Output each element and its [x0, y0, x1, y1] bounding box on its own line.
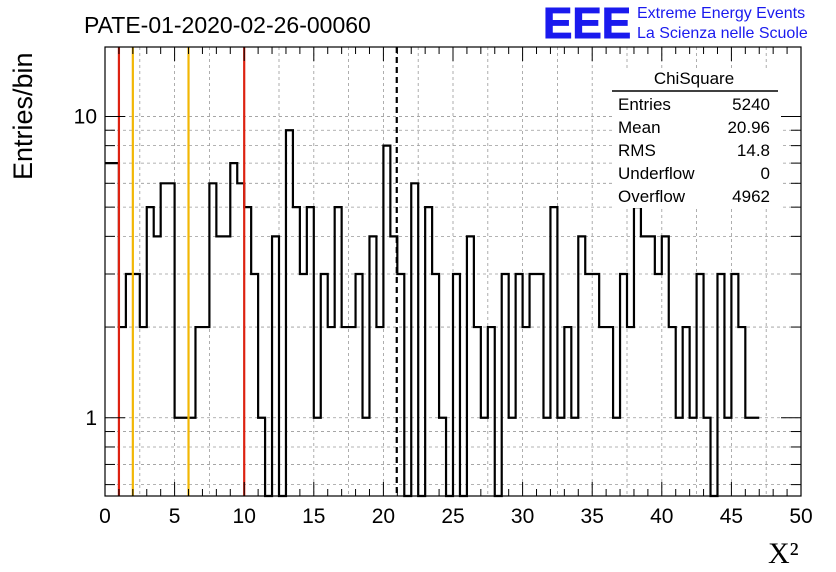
logo-mark: EEE — [543, 0, 631, 48]
stats-label: Mean — [618, 118, 661, 137]
y-tick-label: 1 — [85, 407, 97, 430]
histogram-series — [105, 129, 760, 498]
y-tick-label: 10 — [74, 105, 97, 128]
x-tick-label: 5 — [169, 505, 181, 528]
axis-ticks — [104, 47, 802, 496]
x-tick-label: 0 — [99, 505, 111, 528]
stats-value: 5240 — [732, 95, 770, 114]
stats-value: 0 — [761, 164, 770, 183]
y-tick-labels: 1 10 — [74, 105, 97, 429]
eee-logo: EEE Extreme Energy Events La Scienza nel… — [543, 0, 808, 49]
x-tick-label: 40 — [650, 505, 673, 528]
x-tick-label: 30 — [511, 505, 534, 528]
stats-value: 14.8 — [737, 141, 770, 160]
logo-line-2: La Scienza nelle Scuole — [637, 25, 808, 42]
stats-rows: Entries 5240 Mean 20.96 RMS 14.8 Underflow 0 Ove… — [618, 95, 770, 206]
y-axis-label: Entries/bin — [8, 52, 38, 180]
x-tick-label: 50 — [789, 505, 812, 528]
logo-line-1: Extreme Energy Events — [637, 5, 805, 22]
x-tick-label: 25 — [441, 505, 464, 528]
chart-title: PATE-01-2020-02-26-00060 — [84, 12, 371, 38]
stats-label: Overflow — [618, 187, 686, 206]
stats-label: Entries — [618, 95, 671, 114]
stats-box: ChiSquare Entries 5240 Mean 20.96 RMS 14.8 Und… — [612, 68, 780, 208]
reference-lines — [117, 47, 398, 496]
stats-label: Underflow — [618, 164, 695, 183]
x-tick-label: 10 — [233, 505, 256, 528]
stats-value: 4962 — [732, 187, 770, 206]
x-tick-label: 45 — [720, 505, 743, 528]
stats-label: RMS — [618, 141, 656, 160]
x-tick-label: 20 — [372, 505, 395, 528]
stats-title: ChiSquare — [654, 69, 734, 88]
x-tick-label: 35 — [581, 505, 604, 528]
x-tick-label: 15 — [302, 505, 325, 528]
x-tick-labels: 0 5 10 15 20 25 30 35 40 45 50 — [99, 505, 813, 528]
x-axis-label: X² — [768, 537, 799, 570]
stats-value: 20.96 — [727, 118, 770, 137]
